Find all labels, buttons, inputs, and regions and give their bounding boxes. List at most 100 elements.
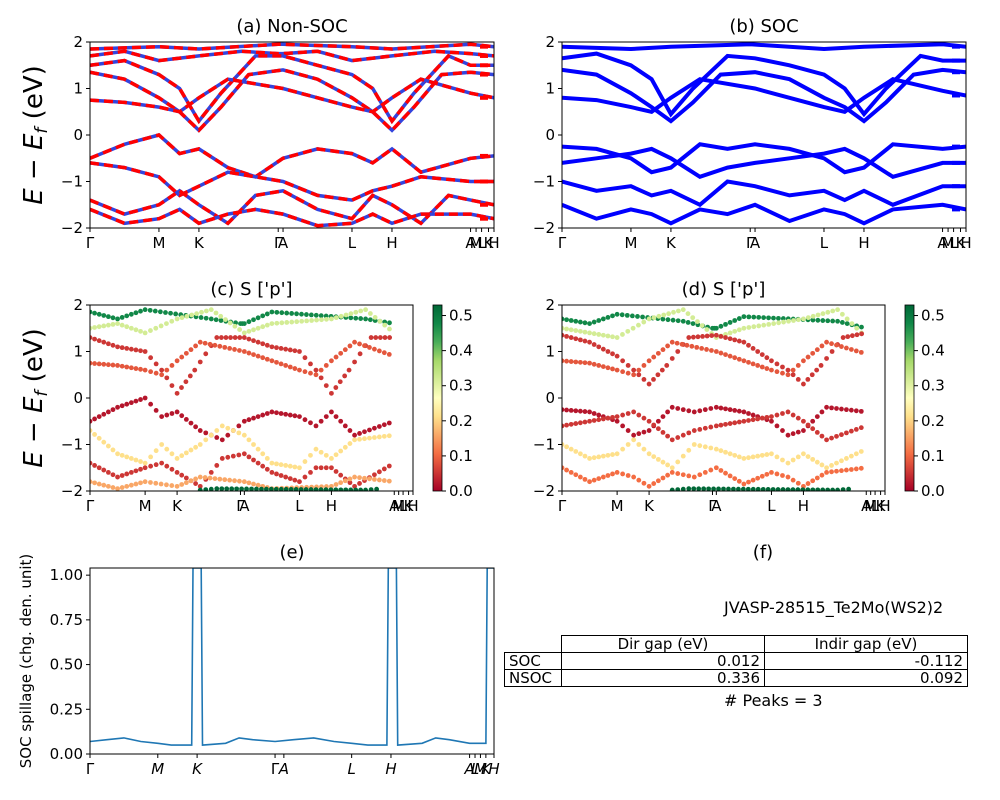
band-point: [582, 409, 588, 414]
band-point: [228, 335, 233, 340]
band-point: [164, 321, 169, 326]
colorbar: [432, 304, 443, 492]
band-point: [801, 428, 806, 433]
band-point: [696, 486, 702, 491]
band-point: [723, 335, 728, 340]
x-tick-label: K: [194, 234, 205, 252]
band-point: [646, 358, 652, 364]
band-point: [101, 411, 107, 417]
band-point: [202, 340, 208, 346]
band-point: [234, 486, 240, 491]
x-tick-label: H: [488, 760, 499, 778]
y-tick-label: 1: [73, 80, 83, 98]
band-point: [381, 478, 387, 483]
band-point: [96, 311, 102, 317]
band-point: [755, 453, 761, 459]
x-tick-label: A: [465, 234, 476, 252]
panel-title: (c) S ['p']: [210, 279, 292, 300]
band-point: [709, 348, 714, 353]
band-point: [582, 476, 588, 482]
band-point: [577, 474, 583, 480]
band-point: [376, 424, 382, 429]
band-point: [213, 317, 219, 323]
band-point: [769, 358, 774, 364]
band-point: [631, 409, 637, 415]
band-point: [564, 317, 569, 323]
band-point: [133, 481, 139, 487]
band-point: [381, 466, 387, 472]
band-point: [269, 309, 275, 315]
y-tick-label: 2: [73, 33, 83, 51]
band-point: [750, 412, 756, 418]
band-point: [582, 419, 588, 425]
band-point: [694, 344, 700, 350]
soc-dir-gap: 0.012: [561, 652, 765, 670]
band-point: [323, 452, 329, 458]
band-point: [174, 316, 180, 322]
band-point: [217, 476, 223, 482]
band-point: [179, 482, 185, 487]
band-point: [133, 398, 139, 404]
band-point: [188, 347, 194, 353]
band-point: [357, 475, 362, 481]
band-point: [805, 354, 811, 360]
band-point: [278, 462, 284, 468]
band-point: [853, 348, 859, 354]
band-point: [323, 383, 329, 388]
band-point: [814, 459, 820, 465]
band-point: [303, 487, 309, 491]
band-point: [219, 437, 225, 443]
band-point: [625, 328, 631, 334]
band-point: [237, 348, 242, 353]
band-point: [207, 475, 213, 481]
band-point: [713, 325, 719, 331]
band-point: [387, 335, 393, 340]
band-point: [214, 486, 220, 491]
band-point: [835, 318, 840, 324]
band-point: [848, 347, 854, 352]
band-point: [105, 341, 111, 347]
band-point: [197, 474, 203, 480]
band-point: [92, 432, 97, 437]
band-point: [718, 323, 724, 329]
band-point: [830, 318, 836, 324]
band-point: [723, 449, 728, 455]
y-tick-label: 1: [73, 343, 83, 361]
band-point: [651, 315, 657, 321]
band-point: [376, 477, 382, 483]
band-point: [110, 342, 116, 348]
band-point: [759, 473, 765, 479]
band-point: [203, 315, 209, 321]
band-point: [358, 316, 364, 321]
x-tick-label: K: [876, 497, 887, 515]
band-point: [732, 476, 738, 481]
band-point: [605, 349, 611, 354]
band-point: [193, 444, 199, 450]
band-point: [357, 341, 362, 347]
band-point: [101, 482, 107, 488]
table-row: NSOC 0.336 0.092: [504, 669, 968, 687]
band-point: [735, 486, 741, 491]
band-point: [299, 311, 304, 317]
band-point: [96, 414, 102, 419]
band-point: [333, 385, 339, 390]
band-point: [732, 337, 738, 343]
band-point: [695, 334, 701, 340]
colorbar-tick-label: 0.0: [921, 482, 945, 500]
band-point: [780, 411, 785, 416]
band-point: [218, 313, 224, 319]
band-point: [689, 343, 695, 349]
band-point: [386, 463, 392, 469]
band-point: [323, 465, 329, 471]
band-point: [764, 452, 770, 457]
band-point: [619, 312, 625, 318]
band-point: [741, 409, 747, 415]
band-point: [660, 459, 666, 465]
band-point: [101, 323, 107, 329]
band-point: [169, 466, 175, 472]
x-tick-label: M: [470, 234, 483, 252]
band-point: [105, 483, 111, 489]
band-point: [605, 365, 611, 371]
band-point: [771, 315, 776, 321]
band-point: [740, 486, 746, 491]
